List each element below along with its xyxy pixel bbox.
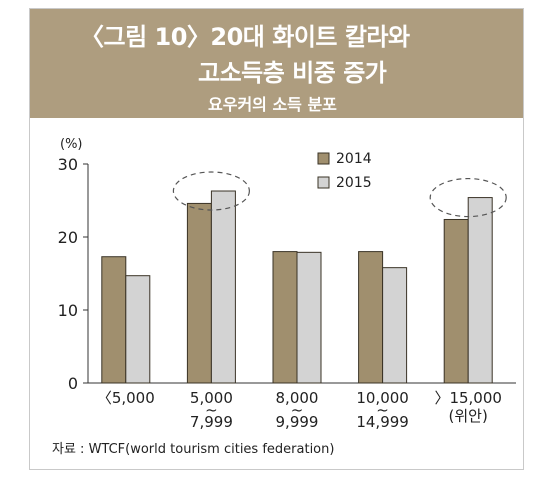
bar-2014-2 — [272, 251, 298, 384]
legend-swatch-2015 — [317, 176, 330, 189]
bar-2015-3 — [382, 267, 408, 384]
chart-subtitle: 요우커의 소득 분포 — [208, 95, 337, 114]
x-tick-label: 〉15,000 — [434, 389, 502, 407]
y-tick-label: 10 — [58, 301, 78, 320]
highlight-ellipse — [429, 177, 507, 218]
y-tick-label: 30 — [58, 155, 78, 174]
bar-2015-1 — [210, 190, 236, 384]
x-tick-label: 8,000 — [276, 389, 319, 407]
x-tick-label: (위안) — [449, 407, 488, 425]
figure-title-line1: 〈그림 10〉20대 화이트 칼라와 — [80, 23, 410, 51]
y-tick-label: 20 — [58, 228, 78, 247]
bar-2015-0 — [125, 275, 151, 384]
x-tick-label: 7,999 — [190, 413, 233, 431]
y-axis-unit: (%) — [60, 137, 83, 152]
legend-label-2014: 2014 — [336, 151, 372, 167]
x-tick-label: ~ — [291, 401, 304, 419]
legend-swatch-2014 — [317, 152, 330, 165]
x-tick-label: 14,999 — [356, 413, 409, 431]
x-tick-label: ~ — [376, 401, 389, 419]
bar-2014-1 — [186, 202, 212, 384]
x-tick-label: 5,000 — [190, 389, 233, 407]
bar-2015-4 — [467, 197, 493, 384]
bar-2014-0 — [101, 256, 127, 384]
figure-header: 〈그림 10〉20대 화이트 칼라와 고소득층 비중 증가 요우커의 소득 분포 — [30, 9, 523, 118]
y-tick-label: 0 — [68, 374, 78, 393]
source-note: 자료 : WTCF(world tourism cities federatio… — [52, 442, 335, 457]
x-tick-label: 9,999 — [276, 413, 319, 431]
highlight-ellipse — [172, 171, 250, 211]
figure-title-line2: 고소득층 비중 증가 — [198, 59, 387, 87]
legend-label-2015: 2015 — [336, 175, 372, 191]
x-tick-label: 10,000 — [356, 389, 409, 407]
x-tick-label: 〈5,000 — [97, 389, 155, 407]
bar-2015-2 — [296, 251, 322, 384]
figure-frame: 〈그림 10〉20대 화이트 칼라와 고소득층 비중 증가 요우커의 소득 분포 — [29, 8, 524, 470]
x-tick-label: ~ — [205, 401, 218, 419]
bar-2014-4 — [443, 218, 469, 384]
bar-2014-3 — [358, 251, 384, 384]
